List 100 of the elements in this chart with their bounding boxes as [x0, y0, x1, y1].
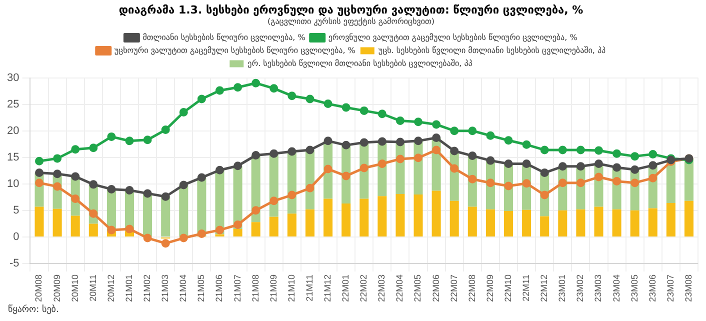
point: [215, 86, 224, 95]
point: [648, 174, 658, 182]
point: [125, 136, 134, 146]
point: [324, 164, 332, 174]
bar: [396, 194, 405, 236]
point: [504, 182, 513, 190]
point: [468, 152, 477, 160]
point: [360, 138, 368, 147]
point: [558, 178, 567, 188]
x-tick-label: 21M11: [304, 274, 314, 302]
x-tick-label: 23M07: [665, 274, 676, 302]
point: [270, 84, 278, 93]
bar: [88, 224, 98, 236]
point: [504, 159, 513, 168]
point: [197, 94, 206, 104]
point: [71, 145, 80, 154]
point: [432, 120, 441, 129]
x-tick-label: 20M08: [34, 274, 44, 302]
point: [161, 239, 170, 248]
x-tick-label: 22M12: [539, 274, 550, 302]
bar: [414, 194, 423, 236]
point: [125, 186, 134, 195]
bar: [305, 209, 314, 236]
bar: [70, 216, 80, 236]
x-tick-label: 22M08: [466, 274, 477, 302]
point: [197, 230, 206, 238]
point: [360, 106, 368, 115]
point: [360, 164, 368, 172]
point: [468, 174, 477, 184]
bar: [360, 198, 369, 236]
point: [432, 134, 441, 142]
point: [215, 226, 224, 234]
x-tick-label: 23M03: [593, 274, 604, 302]
point: [35, 178, 44, 188]
point: [576, 146, 585, 154]
bar: [576, 209, 586, 236]
point: [306, 94, 314, 104]
point: [540, 190, 549, 200]
legend-label: უცხოური ვალუტით გაცემული სესხების წლიური ცვლილება, %: [114, 46, 356, 55]
point: [342, 140, 350, 150]
legend-label: ეროვნული ვალუტით გაცემული სესხების წლიური ცვლილება, %: [328, 32, 578, 42]
point: [648, 161, 658, 170]
bar: [522, 210, 532, 236]
x-tick-label: 20M09: [52, 274, 62, 302]
point: [540, 168, 549, 178]
bar: [34, 206, 44, 236]
point: [234, 162, 242, 170]
point: [396, 138, 404, 146]
point: [197, 173, 206, 182]
bar: [648, 208, 658, 236]
x-tick-label: 22M07: [448, 274, 459, 302]
bar: [378, 196, 387, 236]
point: [432, 146, 441, 154]
bar: [504, 210, 514, 236]
point: [486, 178, 495, 188]
point: [594, 146, 603, 155]
point: [414, 118, 423, 126]
text: წყარო: სებ.: [8, 305, 59, 315]
bar: [251, 222, 260, 236]
point: [378, 110, 386, 118]
x-tick-label: 20M11: [88, 274, 98, 302]
x-tick-label: 23M06: [647, 274, 658, 302]
point: [143, 234, 152, 242]
bar: [540, 216, 550, 236]
bar: [558, 210, 568, 236]
point: [252, 151, 260, 160]
x-tick-label: 22M02: [358, 274, 369, 302]
point: [612, 177, 622, 186]
x-tick-label: 22M10: [502, 274, 513, 302]
point: [450, 164, 459, 173]
point: [107, 226, 116, 234]
legend-label: უცხ. სესხების წვლილი მთლიანი სესხების ცვლილებაში, პპ: [378, 46, 606, 55]
bar: [324, 198, 333, 236]
point: [179, 108, 188, 117]
x-tick-label: 21M12: [322, 274, 333, 302]
point: [522, 159, 531, 168]
point: [504, 136, 513, 145]
point: [630, 178, 640, 188]
bar: [342, 204, 351, 236]
y-tick-label: -5: [9, 258, 20, 270]
x-tick-label: 23M02: [575, 274, 586, 302]
bar: [233, 229, 242, 236]
point: [35, 156, 44, 166]
chart-title: დიაგრამა 1.3. სესხები ეროვნული და უცხოური ვალუტით: წლიური ცვლილება, %: [118, 3, 584, 16]
point: [89, 209, 98, 218]
point: [378, 159, 386, 168]
point: [558, 146, 567, 154]
point: [630, 152, 640, 161]
x-tick-label: 22M01: [340, 274, 351, 302]
point: [161, 126, 170, 134]
point: [179, 180, 188, 190]
bar: [594, 206, 604, 236]
bar: [630, 210, 640, 236]
point: [486, 131, 495, 140]
point: [342, 172, 350, 180]
bar: [450, 200, 459, 236]
point: [342, 103, 350, 112]
y-tick-label: 5: [13, 204, 20, 216]
point: [288, 147, 296, 156]
y-tick-label: 25: [6, 98, 20, 110]
